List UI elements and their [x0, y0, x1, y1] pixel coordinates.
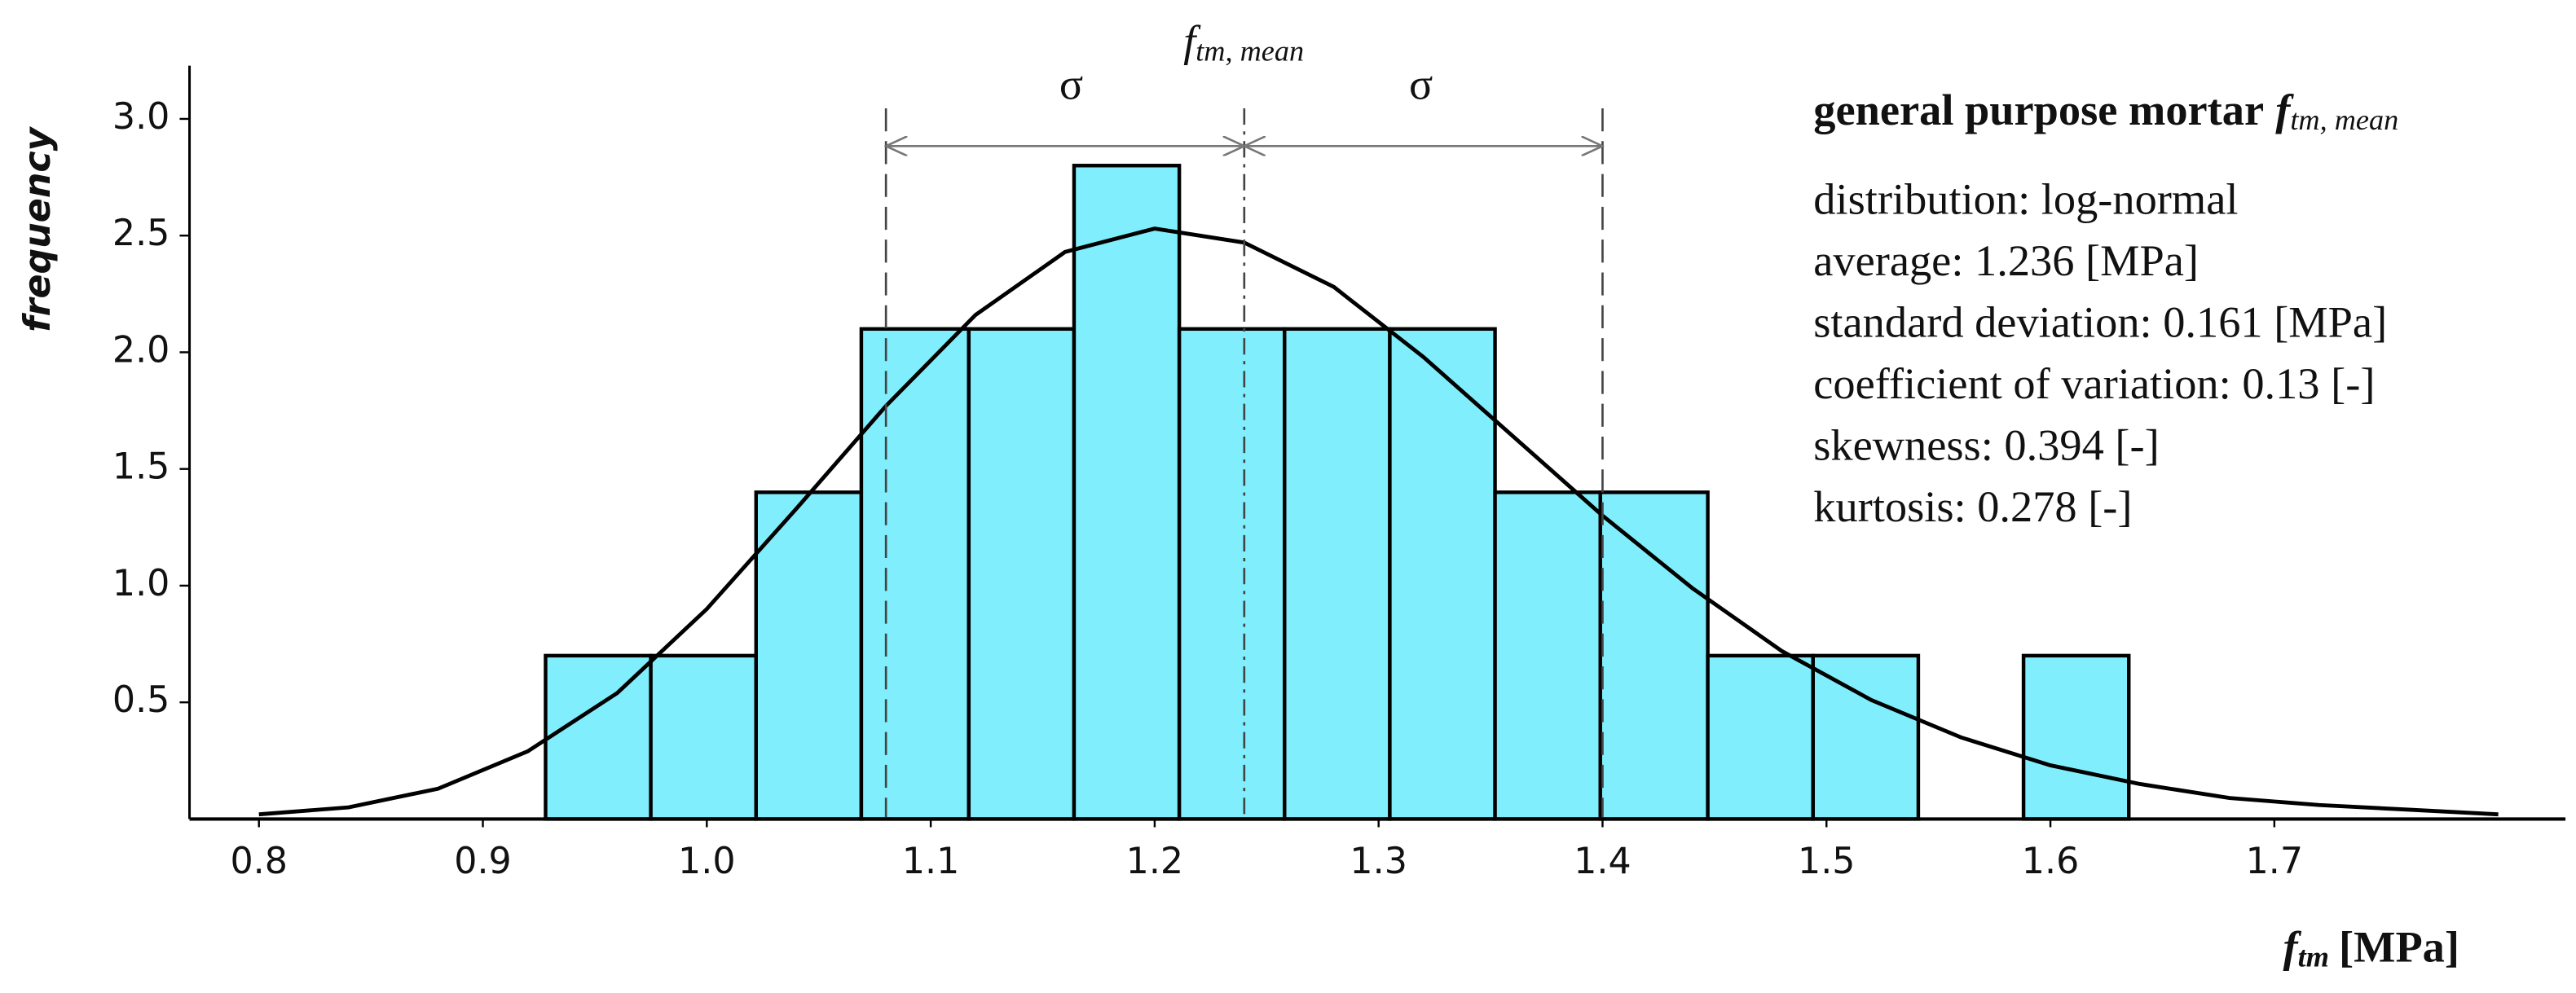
y-axis-label: frequency: [17, 125, 59, 332]
x-tick-label: 1.1: [902, 841, 959, 882]
x-tick-label: 1.0: [678, 841, 735, 882]
sigma-label: σ: [1409, 59, 1433, 108]
info-line: distribution: log-normal: [1813, 174, 2238, 223]
y-tick-label: 3.0: [112, 96, 170, 138]
x-tick-label: 0.9: [454, 841, 511, 882]
info-line: coefficient of variation: 0.13 [-]: [1813, 359, 2375, 408]
histogram-bar: [2021, 653, 2131, 821]
histogram-bar: [754, 490, 864, 821]
x-tick-label: 1.4: [1574, 841, 1631, 882]
y-tick-label: 2.0: [112, 329, 170, 371]
x-tick-label: 1.5: [1798, 841, 1855, 882]
x-axis-label: ftm [MPa]: [2283, 923, 2459, 973]
histogram-bar: [544, 653, 653, 821]
info-line: standard deviation: 0.161 [MPa]: [1813, 297, 2387, 346]
mean-subscript: tm, mean: [1196, 35, 1304, 68]
density-curve: [258, 226, 2499, 817]
histogram-bar: [1598, 490, 1710, 821]
x-tick-label: 1.6: [2022, 841, 2079, 882]
histogram-bar: [859, 327, 971, 821]
x-tick-label: 0.8: [230, 841, 287, 882]
x-tick-label: 1.7: [2246, 841, 2303, 882]
info-line: kurtosis: 0.278 [-]: [1813, 482, 2132, 531]
x-tick-label: 1.2: [1126, 841, 1183, 882]
y-tick-label: 1.5: [112, 446, 170, 488]
histogram-bar: [649, 653, 758, 821]
histogram-bar: [1072, 164, 1182, 821]
histogram-bar: [967, 327, 1077, 821]
info-title-text: general purpose mortar: [1813, 86, 2264, 135]
histogram-bar: [1706, 653, 1815, 821]
info-title-symbol: f: [2275, 86, 2294, 135]
histogram-bar: [1177, 327, 1287, 821]
x-label-symbol: f: [2283, 923, 2302, 972]
info-title: general purpose mortar ftm, mean: [1813, 86, 2398, 137]
x-label-subscript: tm: [2298, 941, 2329, 973]
y-tick-label: 2.5: [112, 213, 170, 254]
x-label-unit: [MPa]: [2339, 923, 2459, 972]
mean-label: ftm, mean: [1183, 17, 1304, 68]
y-tick-label: 1.0: [112, 563, 170, 604]
histogram-bar: [1811, 653, 1921, 821]
x-tick-label: 1.3: [1350, 841, 1407, 882]
histogram-bar: [1388, 327, 1497, 821]
y-tick-label: 0.5: [112, 679, 170, 721]
sigma-label: σ: [1059, 59, 1083, 108]
info-line: average: 1.236 [MPa]: [1813, 236, 2199, 285]
histogram-bar: [1493, 490, 1602, 821]
info-title-subscript: tm, mean: [2290, 103, 2398, 136]
info-line: skewness: 0.394 [-]: [1813, 421, 2159, 470]
histogram-bar: [1283, 327, 1392, 821]
